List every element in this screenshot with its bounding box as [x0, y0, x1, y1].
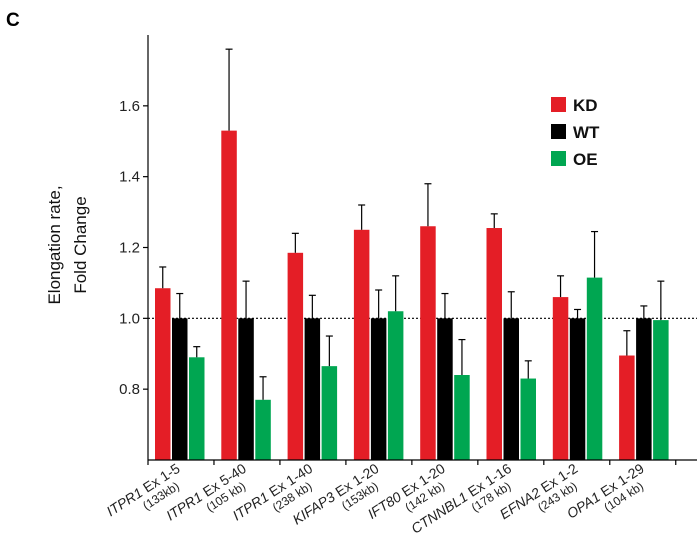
bar-wt [636, 318, 652, 460]
bar-oe [653, 320, 669, 460]
panel-label: C [6, 10, 20, 31]
legend-swatch-wt [551, 124, 566, 139]
bar-kd [420, 226, 436, 460]
y-tick-label: 1.4 [119, 169, 140, 186]
axes: 0.8 1.0 1.2 1.4 1.6 [119, 35, 697, 465]
bar-kd [287, 252, 304, 460]
legend-swatch-oe [551, 151, 566, 166]
y-axis-title-line: Fold Change [71, 196, 90, 293]
bar-kd [486, 228, 502, 460]
bar-wt [370, 318, 387, 460]
bar-kd [619, 355, 635, 460]
bar-kd [353, 229, 370, 460]
legend-label-oe: OE [573, 150, 598, 169]
y-axis-title-line: Elongation rate, [45, 185, 64, 304]
bar-oe [255, 399, 271, 460]
bar-oe [387, 311, 404, 460]
bar-wt [569, 318, 586, 460]
bar-wt [304, 318, 321, 460]
bar-kd [552, 297, 569, 460]
bar-wt [437, 318, 453, 460]
y-axis-title: Elongation rate, Fold Change [45, 185, 90, 304]
y-tick-label: 1.2 [119, 240, 140, 257]
legend-swatch-kd [551, 97, 566, 112]
bar-wt [238, 318, 254, 460]
bar-kd [221, 130, 237, 460]
legend-label-kd: KD [573, 96, 598, 115]
x-axis-category-labels: ITPR1 Ex 1-5(133kb)ITPR1 Ex 5-40(105 kb)… [103, 460, 646, 537]
bar-wt [172, 318, 188, 460]
y-tick-label: 0.8 [119, 381, 140, 398]
bar-oe [454, 375, 470, 460]
bar-oe [189, 357, 205, 460]
legend: KD WT OE [551, 96, 600, 169]
legend-label-wt: WT [573, 123, 600, 142]
bar-kd [155, 288, 171, 460]
bar-oe [520, 378, 536, 460]
x-tick-label: ITPR1 Ex 1-5(133kb) [103, 460, 182, 519]
bar-oe [321, 366, 338, 460]
bar-wt [503, 318, 519, 460]
y-tick-label: 1.0 [119, 310, 140, 327]
y-tick-label: 1.6 [119, 98, 140, 115]
bar-oe [586, 277, 603, 460]
bars [155, 48, 669, 460]
